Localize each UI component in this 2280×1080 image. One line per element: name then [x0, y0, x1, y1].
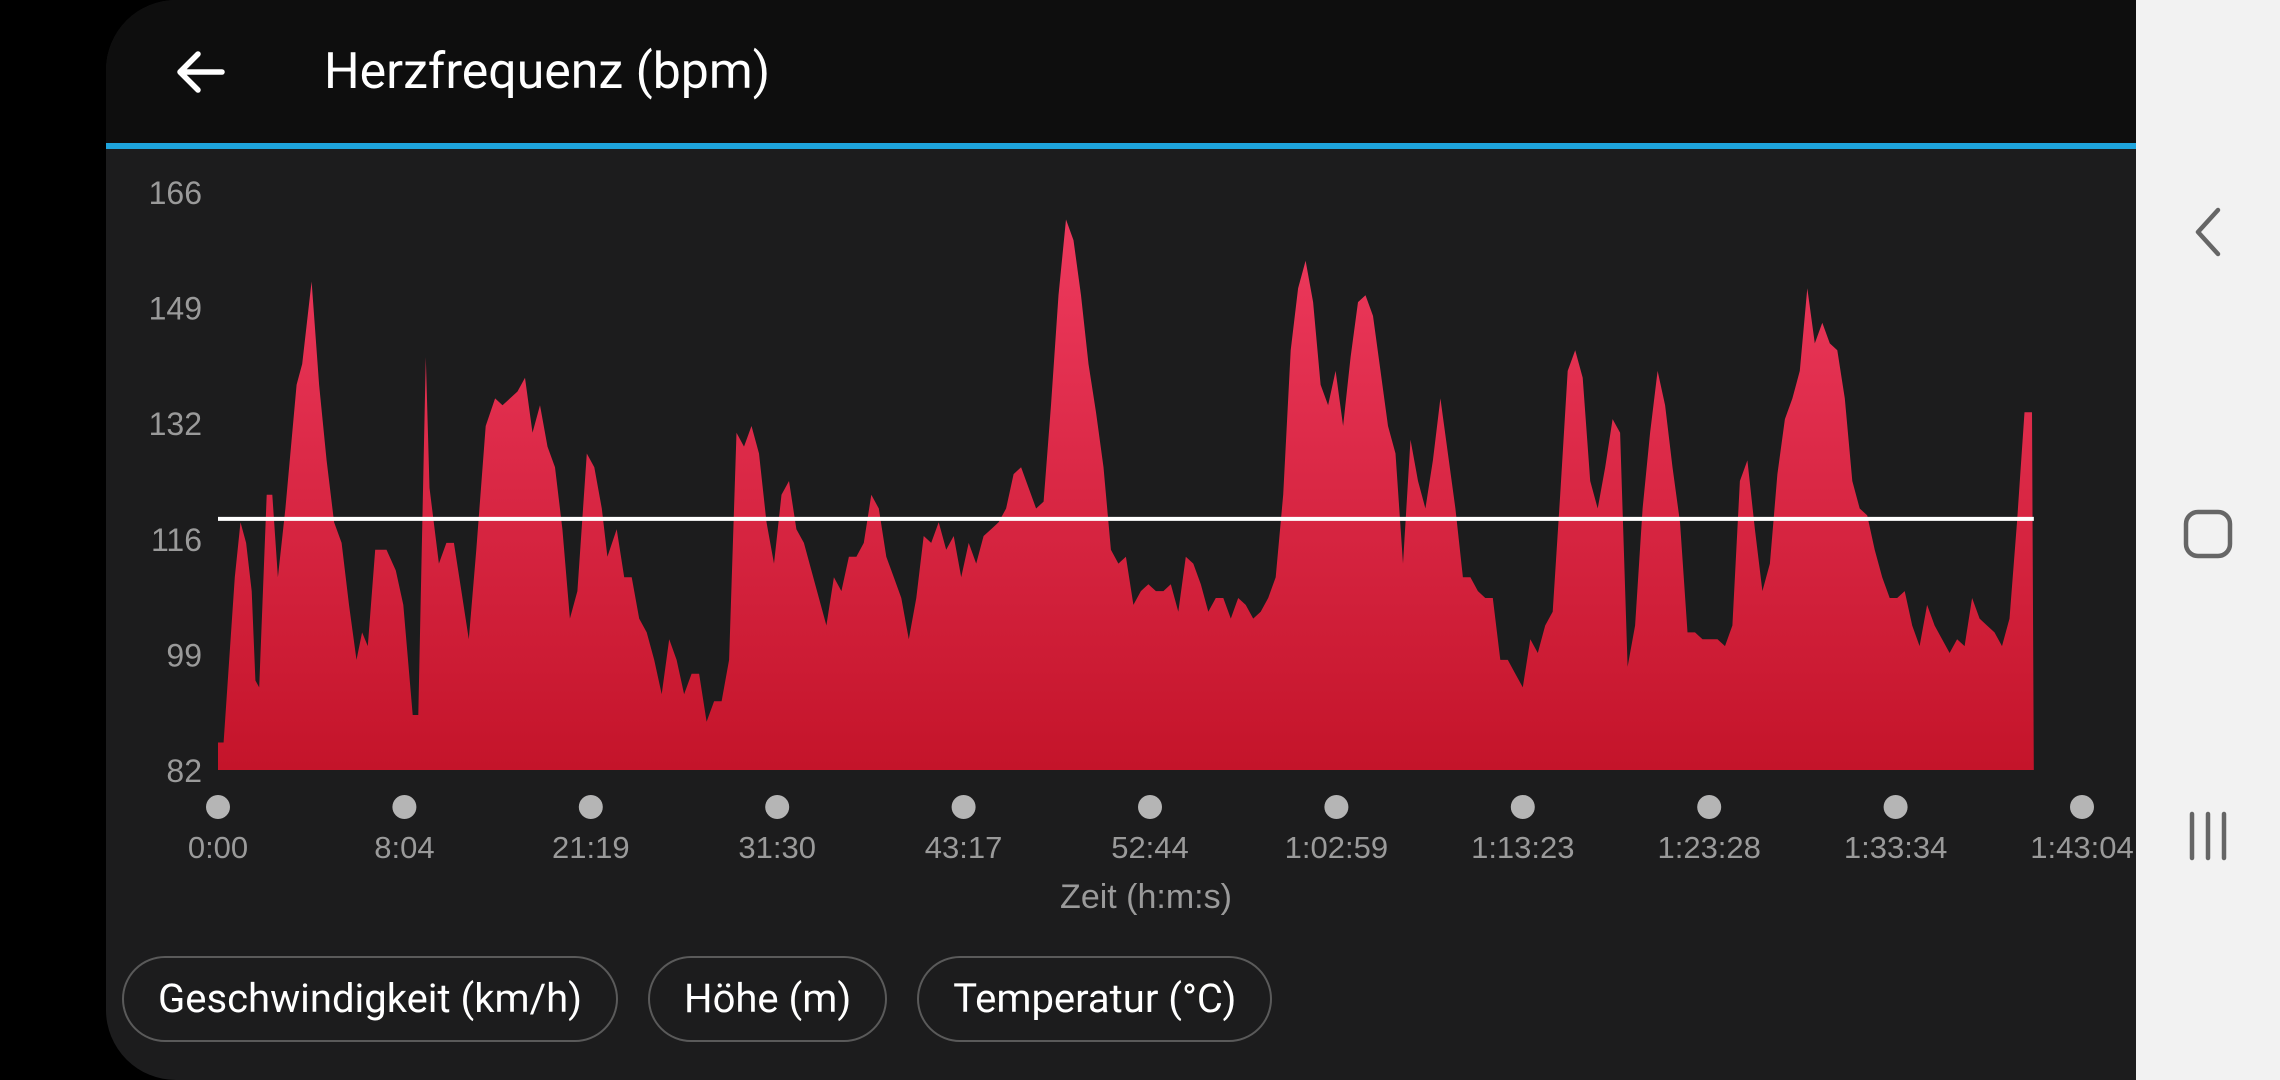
- nav-home-icon: [2183, 509, 2233, 559]
- x-tick-dot[interactable]: [765, 795, 790, 819]
- x-tick-label: 31:30: [738, 830, 816, 865]
- chip-speed[interactable]: Geschwindigkeit (km/h): [122, 956, 619, 1042]
- y-tick-label: 149: [149, 291, 202, 327]
- x-tick-dot[interactable]: [392, 795, 417, 819]
- x-tick-label: 1:13:23: [1471, 830, 1574, 865]
- x-tick-label: 43:17: [925, 830, 1003, 865]
- y-tick-label: 82: [166, 753, 202, 789]
- back-button[interactable]: [160, 36, 240, 108]
- x-tick-dot[interactable]: [578, 795, 603, 819]
- x-tick-label: 1:23:28: [1657, 830, 1760, 865]
- x-tick-label: 21:19: [552, 830, 630, 865]
- y-tick-label: 116: [151, 522, 202, 558]
- y-tick-label: 132: [149, 406, 202, 442]
- x-tick-dot[interactable]: [951, 795, 976, 819]
- nav-back-button[interactable]: [2158, 182, 2258, 282]
- page-title: Herzfrequenz (bpm): [324, 43, 771, 101]
- y-tick-label: 99: [166, 637, 202, 673]
- system-nav-bar: [2136, 0, 2280, 1080]
- x-tick-dot[interactable]: [2070, 795, 2094, 819]
- x-tick-dot[interactable]: [1883, 795, 1908, 819]
- nav-home-button[interactable]: [2158, 484, 2258, 584]
- x-tick-label: 52:44: [1111, 830, 1189, 865]
- x-tick-dot[interactable]: [1697, 795, 1722, 819]
- app-bar: Herzfrequenz (bpm): [106, 0, 2136, 143]
- x-tick-dot[interactable]: [1138, 795, 1162, 819]
- arrow-left-icon: [177, 51, 225, 93]
- x-tick-label: 0:00: [188, 830, 248, 865]
- chip-elevation[interactable]: Höhe (m): [648, 956, 888, 1042]
- x-tick-dot[interactable]: [1324, 795, 1349, 819]
- heart-rate-chart[interactable]: 166 149 132 116 99 82 0:00 8:04 21:19 31:30 43:17…: [106, 0, 2136, 940]
- x-tick-dot[interactable]: [1510, 795, 1535, 819]
- nav-recents-icon: [2189, 811, 2227, 861]
- metric-chips: Geschwindigkeit (km/h) Höhe (m) Temperat…: [122, 956, 1273, 1042]
- nav-recents-button[interactable]: [2158, 786, 2258, 886]
- x-tick-label: 1:02:59: [1285, 830, 1388, 865]
- heart-rate-area: [218, 219, 2034, 770]
- y-tick-label: 166: [149, 175, 202, 211]
- header-accent-line: [106, 143, 2136, 149]
- x-tick-dot[interactable]: [206, 795, 230, 819]
- app-screen: Herzfrequenz (bpm) 166 149 132 116 99 82 0:00…: [106, 0, 2136, 1080]
- x-axis-label: Zeit (h:m:s): [1060, 878, 1232, 916]
- x-axis[interactable]: 0:00 8:04 21:19 31:30 43:17 52:44 1:02:59 1:13:…: [188, 795, 2134, 865]
- nav-back-icon: [2195, 207, 2221, 257]
- x-tick-label: 1:43:04: [2030, 830, 2133, 865]
- y-axis: 166 149 132 116 99 82: [149, 175, 202, 789]
- chip-temperature[interactable]: Temperatur (°C): [917, 956, 1273, 1042]
- x-tick-label: 1:33:34: [1844, 830, 1947, 865]
- x-tick-label: 8:04: [374, 830, 434, 865]
